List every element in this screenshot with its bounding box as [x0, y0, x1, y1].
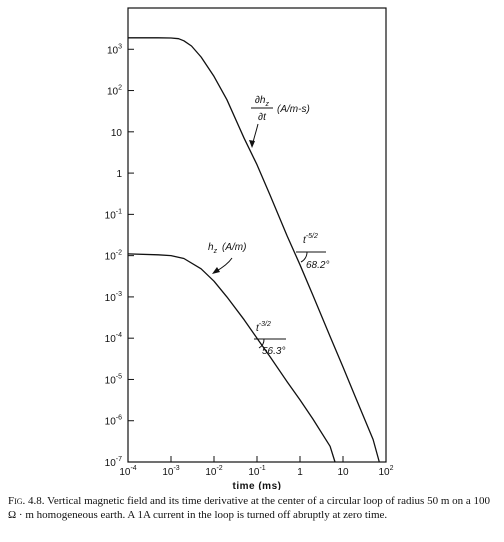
y-tick-exp: 2 [118, 85, 122, 92]
figure-caption-label: Fig. 4.8. [8, 495, 45, 507]
plot-frame [127, 7, 387, 463]
y-tick-base: 10 [105, 458, 117, 469]
y-tick-base: 10 [105, 375, 117, 386]
figure-caption: Fig. 4.8. Vertical magnetic field and it… [8, 494, 496, 522]
x-tick-label: 10 [337, 467, 349, 478]
slope-5-2-exp: -5/2 [306, 233, 318, 240]
slope-annotation-t-3-2: t-3/2 56.3° [254, 321, 286, 357]
series-label-hz: hz (A/m) [208, 242, 246, 274]
y-tick-base: 10 [107, 87, 119, 98]
y-tick-label: 10-5 [105, 373, 122, 386]
x-tick-exp: -3 [173, 465, 179, 472]
slope-3-2-angle: 56.3° [262, 346, 285, 357]
y-tick-label: 10-1 [105, 208, 122, 221]
series-dhz-dt-line [128, 37, 380, 463]
dhz-numerator: ∂hz [255, 95, 270, 108]
y-tick-label: 10-3 [105, 291, 122, 304]
slope-annotation-t-5-2: t-5/2 68.2° [296, 233, 329, 271]
series-label-dhz-dt: ∂hz ∂t (A/m-s) [249, 95, 310, 148]
y-tick-base: 1 [116, 169, 122, 180]
y-tick-label: 10-2 [105, 250, 122, 263]
x-axis-ticks: 10-4 10-3 10-2 10-1 1 10 102 [119, 456, 394, 478]
x-tick-base: 10 [378, 467, 390, 478]
y-tick-exp: -5 [116, 373, 122, 380]
y-tick-exp: -6 [116, 415, 122, 422]
x-tick-label: 1 [297, 467, 303, 478]
slope-3-2-label: t-3/2 [256, 321, 271, 334]
slope-3-2-exp: -3/2 [259, 321, 271, 328]
dhz-numerator-sub: z [265, 101, 270, 108]
x-tick-base: 10 [205, 467, 217, 478]
x-tick-label: 102 [378, 465, 393, 478]
dhz-numerator-main: ∂h [255, 95, 266, 106]
slope-5-2-angle: 68.2° [306, 260, 329, 271]
hz-label: hz [208, 242, 218, 255]
slope-5-2-arc [300, 251, 308, 263]
dhz-unit: (A/m-s) [277, 104, 310, 115]
y-tick-base: 10 [107, 45, 119, 56]
slope-5-2-label: t-5/2 [303, 233, 318, 246]
y-tick-label: 10-4 [105, 332, 122, 345]
x-tick-label: 10-3 [162, 465, 179, 478]
x-tick-base: 10 [337, 467, 349, 478]
x-tick-exp: 2 [390, 465, 394, 472]
dhz-arrow-head [249, 140, 255, 148]
x-tick-base: 10 [248, 467, 260, 478]
x-tick-label: 10-2 [205, 465, 222, 478]
y-tick-exp: -3 [116, 291, 122, 298]
y-tick-exp: -1 [116, 208, 122, 215]
hz-unit: (A/m) [222, 242, 246, 253]
slope-5-2-base: t [303, 235, 307, 246]
x-tick-exp: -2 [216, 465, 222, 472]
y-tick-label: 102 [107, 85, 122, 98]
x-tick-exp: -1 [259, 465, 265, 472]
slope-3-2-base: t [256, 323, 260, 334]
hz-label-sub: z [213, 248, 218, 255]
slope-3-2-arc [258, 338, 265, 349]
x-tick-base: 10 [162, 467, 174, 478]
y-tick-exp: -2 [116, 250, 122, 257]
y-tick-base: 10 [111, 128, 123, 139]
y-tick-base: 10 [105, 334, 117, 345]
x-tick-base: 10 [119, 467, 131, 478]
y-tick-exp: 3 [118, 43, 122, 50]
y-tick-label: 10-6 [105, 415, 122, 428]
figure-caption-text: Vertical magnetic field and its time der… [8, 495, 491, 521]
x-tick-exp: -4 [130, 465, 136, 472]
hz-arrow-head [212, 267, 220, 274]
dhz-denominator: ∂t [258, 112, 267, 123]
y-tick-base: 10 [105, 293, 117, 304]
y-tick-label: 10-7 [105, 456, 122, 469]
hz-label-main: h [208, 242, 214, 253]
y-tick-base: 10 [105, 252, 117, 263]
series-layer [127, 37, 380, 463]
y-tick-base: 10 [105, 210, 117, 221]
y-tick-exp: -4 [116, 332, 122, 339]
x-tick-label: 10-1 [248, 465, 265, 478]
series-hz-line [127, 253, 336, 463]
x-axis-label: time (ms) [233, 481, 282, 490]
x-tick-base: 1 [297, 467, 303, 478]
y-tick-label: 1 [116, 169, 122, 180]
y-tick-label: 10 [111, 128, 123, 139]
y-tick-label: 103 [107, 43, 122, 56]
y-tick-exp: -7 [116, 456, 122, 463]
y-tick-base: 10 [105, 417, 117, 428]
x-tick-label: 10-4 [119, 465, 136, 478]
